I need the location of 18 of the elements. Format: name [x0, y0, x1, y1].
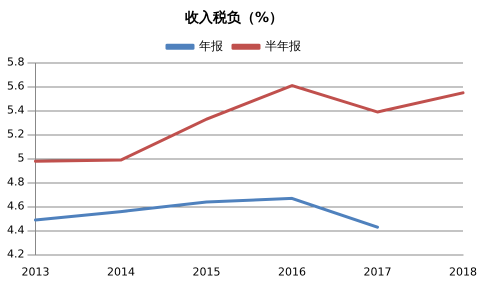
x-tick-label: 2014	[106, 265, 135, 278]
x-tick-label: 2016	[278, 265, 306, 278]
x-tick-label: 2015	[192, 265, 220, 278]
y-tick-label: 5.6	[6, 80, 24, 93]
legend-label: 年报	[199, 38, 223, 53]
x-tick-label: 2018	[449, 265, 478, 278]
y-tick-label: 5	[17, 152, 24, 165]
x-tick-label: 2017	[364, 265, 392, 278]
y-tick-label: 4.8	[6, 176, 24, 189]
chart-title: 收入税负（%）	[184, 9, 284, 26]
y-tick-label: 5.8	[6, 56, 24, 69]
legend-label: 半年报	[265, 38, 301, 53]
y-tick-label: 4.6	[6, 200, 24, 213]
y-tick-label: 5.4	[6, 104, 24, 117]
x-tick-label: 2013	[21, 265, 50, 278]
y-tick-label: 5.2	[6, 128, 24, 141]
y-tick-label: 4.4	[6, 224, 24, 237]
y-tick-label: 4.2	[6, 248, 24, 261]
